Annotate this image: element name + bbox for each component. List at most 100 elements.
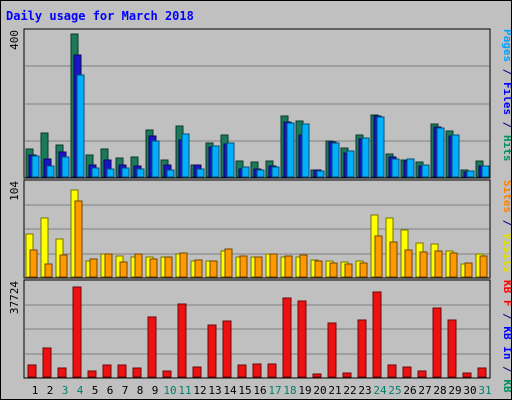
x-tick-label-16: 16 [253,384,266,397]
x-tick-label-20: 20 [313,384,326,397]
bar-top-pages-day-14 [226,142,235,178]
bar-top-pages-day-12 [196,168,205,178]
x-tick-label-26: 26 [403,384,416,397]
bar-top-pages-day-16 [256,169,265,178]
bar-middle-sites-day-10 [164,256,173,278]
x-tick-label-19: 19 [298,384,311,397]
bar-middle-sites-day-8 [134,253,143,278]
x-axis-labels: 1 2 3 4 5 6 7 8 9 10 11 12 13 14 15 16 17 18 19 20 21 22 23 24 2… [32,384,492,397]
bar-middle-sites-day-24 [374,235,383,278]
bar-middle-sites-day-16 [254,256,263,278]
bar-middle-sites-day-26 [404,249,413,278]
bar-middle-sites-day-21 [329,262,338,278]
bar-bottom-kb-f-day-24 [372,291,382,378]
x-tick-label-24: 24 [373,384,387,397]
bar-top-pages-day-18 [286,122,295,178]
x-tick-label-4: 4 [77,384,84,397]
bar-top-pages-day-8 [136,168,145,178]
x-tick-label-7: 7 [122,384,129,397]
bar-bottom-kb-f-day-28 [432,307,442,378]
bar-middle-sites-day-5 [89,258,98,278]
bar-bottom-kb-f-day-8 [132,367,142,378]
x-tick-label-1: 1 [32,384,39,397]
bar-top-pages-day-25 [391,158,400,178]
x-tick-label-13: 13 [208,384,221,397]
bar-middle-sites-day-31 [479,255,488,278]
bar-bottom-kb-f-day-12 [192,366,202,378]
bar-middle-sites-day-13 [209,260,218,278]
legend-middle: Sites / Visits [501,180,511,273]
bar-bottom-kb-f-day-20 [312,373,322,378]
bar-bottom-kb-f-day-30 [462,372,472,378]
bar-top-pages-day-15 [241,166,250,178]
legend-bottom-part-0: KB F [501,280,511,307]
x-tick-label-5: 5 [92,384,99,397]
bar-top-pages-day-6 [106,168,115,178]
bar-top-pages-day-2 [46,165,55,178]
bar-top-pages-day-20 [316,170,325,178]
x-tick-label-21: 21 [328,384,341,397]
bar-bottom-kb-f-day-17 [267,363,277,378]
bar-middle-sites-day-19 [299,254,308,278]
bar-middle-sites-day-14 [224,248,233,278]
bar-middle-sites-day-15 [239,255,248,278]
bar-bottom-kb-f-day-10 [162,370,172,378]
x-tick-label-17: 17 [268,384,281,397]
x-tick-label-25: 25 [388,384,401,397]
bar-top-pages-day-4 [76,74,85,178]
bar-middle-sites-day-29 [449,252,458,278]
bar-bottom-kb-f-day-7 [117,364,127,378]
bar-middle-sites-day-3 [59,254,68,278]
bar-middle-sites-day-20 [314,260,323,278]
x-tick-label-12: 12 [193,384,206,397]
legend-top-part-1: / [501,62,511,82]
bar-top-pages-day-26 [406,158,415,178]
legend-top-part-4: Hits [501,135,511,162]
bar-bottom-kb-f-day-31 [477,367,487,378]
bar-middle-sites-day-11 [179,252,188,278]
bar-middle-sites-day-4 [74,200,83,278]
x-tick-label-11: 11 [178,384,191,397]
bar-top-pages-day-13 [211,145,220,178]
bar-top-pages-day-1 [31,155,40,178]
bar-top-pages-day-9 [151,140,160,178]
bar-top-pages-day-10 [166,169,175,178]
bar-bottom-kb-f-day-16 [252,363,262,378]
x-tick-label-30: 30 [463,384,476,397]
bar-bottom-kb-f-day-11 [177,303,187,378]
x-tick-label-9: 9 [152,384,159,397]
legend-middle-part-1: / [501,213,511,233]
x-tick-label-22: 22 [343,384,356,397]
bar-middle-sites-day-23 [359,262,368,278]
bar-bottom-kb-f-day-22 [342,372,352,378]
bar-top-pages-day-5 [91,167,100,178]
bar-bottom-kb-f-day-25 [387,364,397,378]
bar-middle-sites-day-1 [29,249,38,278]
x-tick-label-27: 27 [418,384,431,397]
y-max-label-bottom: 37724 [8,281,21,314]
bar-top-pages-day-24 [376,116,385,178]
y-max-label-top: 400 [8,30,21,50]
bar-top-pages-day-3 [61,156,70,178]
legend-bottom-part-3: / [501,360,511,380]
x-tick-label-10: 10 [163,384,176,397]
bar-top-pages-day-7 [121,167,130,178]
bar-top-pages-day-22 [346,150,355,178]
bar-bottom-kb-f-day-23 [357,319,367,378]
bar-bottom-kb-f-day-29 [447,319,457,378]
bar-top-pages-day-27 [421,164,430,178]
panel-bottom: 37724 KB F / KB In / KB Out [8,279,511,399]
bar-bottom-kb-f-day-9 [147,316,157,378]
legend-top-part-3: / [501,115,511,135]
bar-middle-sites-day-9 [149,258,158,278]
bar-top-pages-day-21 [331,142,340,178]
legend-top-part-2: Files [501,82,511,115]
x-tick-label-8: 8 [137,384,144,397]
x-tick-label-6: 6 [107,384,114,397]
x-tick-label-18: 18 [283,384,296,397]
bar-bottom-kb-f-day-18 [282,297,292,378]
x-tick-label-15: 15 [238,384,251,397]
y-max-label-middle: 104 [8,181,21,201]
chart-title: Daily usage for March 2018 [6,9,194,23]
